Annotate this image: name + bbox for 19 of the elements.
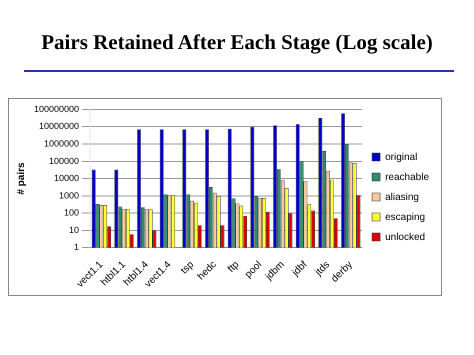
x-tick-label: ftp [226, 258, 242, 275]
x-tick-label: jtds [312, 259, 332, 279]
x-tick-label: tsp [178, 258, 196, 276]
y-axis-title: # pairs [16, 162, 27, 195]
y-tick-label: 1000 [59, 190, 80, 200]
y-tick-label: 1000000 [44, 138, 80, 148]
y-tick-label: 10000 [54, 173, 80, 184]
y-tick-label: 10 [69, 224, 80, 235]
legend-label: unlocked [385, 232, 426, 243]
legend-label: escaping [385, 212, 426, 223]
y-tick-label: 10000000 [39, 121, 80, 132]
y-tick-label: 100000000 [34, 104, 80, 114]
legend-label: reachable [385, 172, 430, 183]
y-tick-label: 100000 [49, 156, 80, 166]
legend-label: aliasing [385, 192, 419, 203]
legend-label: original [385, 152, 418, 163]
chart-title: Pairs Retained After Each Stage (Log scale) [40, 30, 434, 55]
y-tick-label: 1 [74, 242, 80, 252]
y-tick-label: 100 [64, 208, 80, 218]
